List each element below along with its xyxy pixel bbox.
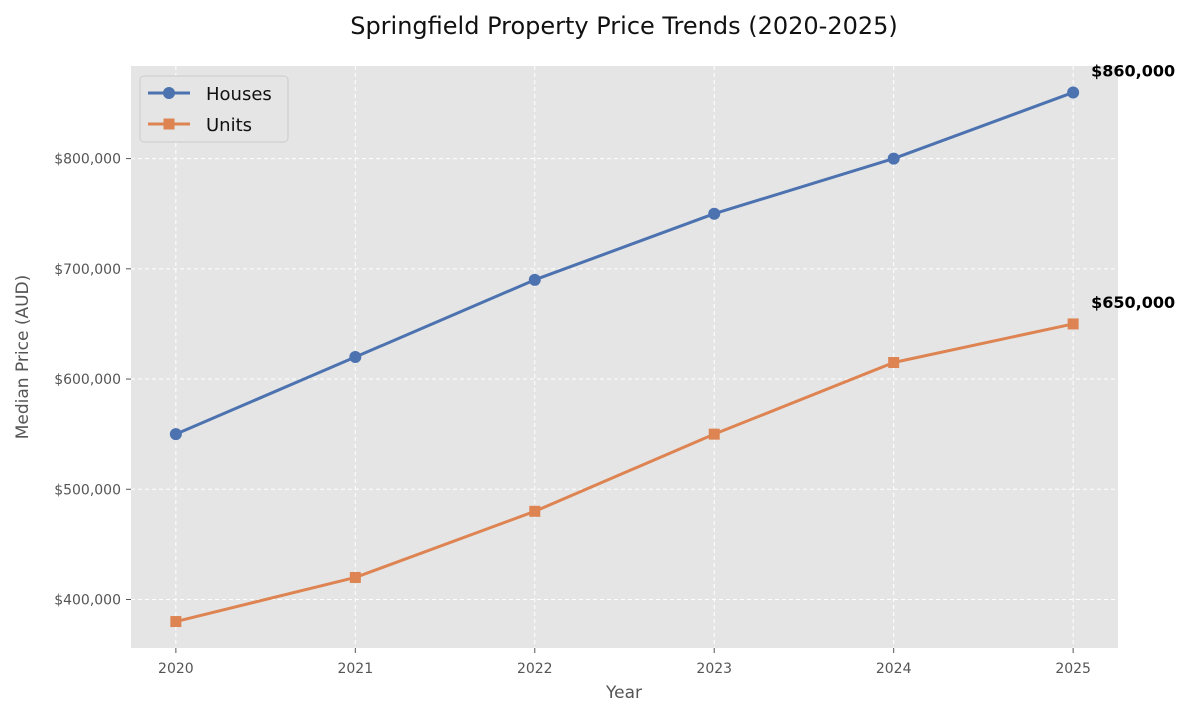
data-point-houses — [887, 152, 900, 165]
y-tick-label: $700,000 — [54, 262, 121, 278]
y-tick-label: $400,000 — [54, 593, 121, 609]
data-point-houses — [349, 351, 362, 363]
legend-marker-units — [163, 118, 175, 130]
series-group — [169, 86, 1080, 628]
end-label-houses: $860,000 — [1091, 61, 1175, 80]
series-line-houses — [175, 91, 1074, 436]
end-label-units: $650,000 — [1091, 293, 1175, 312]
data-point-units — [349, 571, 361, 583]
y-tick-label: $800,000 — [54, 152, 121, 168]
x-tick-label: 2024 — [876, 661, 912, 677]
data-point-units — [1067, 318, 1079, 330]
x-tick-label: 2021 — [337, 661, 373, 677]
data-point-units — [888, 357, 900, 369]
x-tick-label: 2023 — [696, 661, 732, 677]
legend-label-units: Units — [206, 115, 252, 136]
series-houses — [169, 86, 1080, 441]
data-point-units — [708, 428, 720, 440]
x-tick-label: 2025 — [1055, 661, 1091, 677]
x-tick-label: 2020 — [158, 661, 194, 677]
x-tick-label: 2022 — [517, 661, 553, 677]
data-point-houses — [708, 207, 721, 220]
y-axis-label: Median Price (AUD) — [13, 275, 33, 440]
end-labels: $860,000 $650,000 — [1091, 61, 1175, 311]
chart-title: Springfield Property Price Trends (2020-… — [350, 12, 898, 40]
legend-label-houses: Houses — [206, 84, 272, 105]
legend: Houses Units — [139, 75, 289, 143]
plot-area — [131, 66, 1118, 648]
x-axis-label: Year — [605, 683, 642, 703]
data-point-units — [170, 616, 182, 628]
x-axis-ticks: 2020 2021 2022 2023 2024 2025 — [158, 648, 1091, 677]
data-point-units — [529, 505, 541, 517]
legend-marker-houses — [163, 87, 175, 99]
data-point-houses — [528, 273, 541, 286]
y-tick-label: $500,000 — [54, 482, 121, 498]
data-point-houses — [1067, 86, 1080, 99]
series-units — [170, 318, 1079, 628]
series-line-units — [175, 322, 1074, 624]
data-point-houses — [169, 428, 182, 441]
y-tick-label: $600,000 — [54, 372, 121, 388]
grid-lines — [131, 66, 1118, 648]
y-axis-ticks: $400,000 $500,000 $600,000 $700,000 $800,000 — [54, 152, 131, 609]
